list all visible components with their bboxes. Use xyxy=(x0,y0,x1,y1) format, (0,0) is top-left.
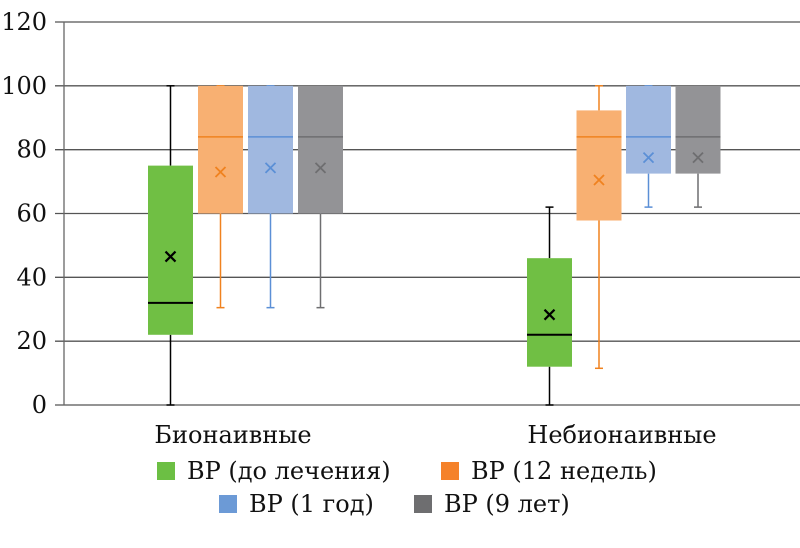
mean-marker xyxy=(214,166,227,178)
legend-swatch xyxy=(441,462,459,480)
box-1-group-2 xyxy=(527,258,572,367)
y-tick-label: 80 xyxy=(16,136,47,164)
mean-marker xyxy=(692,152,704,164)
box-4-group-2 xyxy=(675,85,721,174)
legend-label: BP (до лечения) xyxy=(187,457,391,485)
legend-label: BP (12 недель) xyxy=(471,457,657,485)
y-tick-label: 100 xyxy=(1,72,47,100)
box-3-group-1 xyxy=(248,85,293,214)
y-tick-label: 60 xyxy=(16,200,47,228)
legend-swatch xyxy=(219,495,237,513)
box-2-group-2 xyxy=(576,110,622,221)
legend-swatch xyxy=(414,495,432,513)
box-3-group-2 xyxy=(626,85,671,174)
mean-marker xyxy=(543,308,556,321)
legend-swatch xyxy=(157,462,175,480)
y-tick-label: 120 xyxy=(1,8,47,36)
mean-marker xyxy=(264,162,277,174)
mean-marker xyxy=(642,152,655,164)
y-tick-label: 20 xyxy=(16,327,47,355)
legend-label: BP (1 год) xyxy=(249,490,374,518)
box-4-group-1 xyxy=(298,85,343,214)
category-label: Небионаивные xyxy=(527,421,716,449)
category-label: Бионаивные xyxy=(154,421,311,449)
mean-marker xyxy=(593,174,605,186)
y-tick-label: 40 xyxy=(16,263,47,291)
y-tick-label: 0 xyxy=(32,391,47,419)
box-1-group-1 xyxy=(148,165,193,335)
box-2-group-1 xyxy=(198,85,243,214)
legend-label: BP (9 лет) xyxy=(444,490,570,518)
mean-marker xyxy=(164,250,177,263)
mean-marker xyxy=(314,162,327,174)
